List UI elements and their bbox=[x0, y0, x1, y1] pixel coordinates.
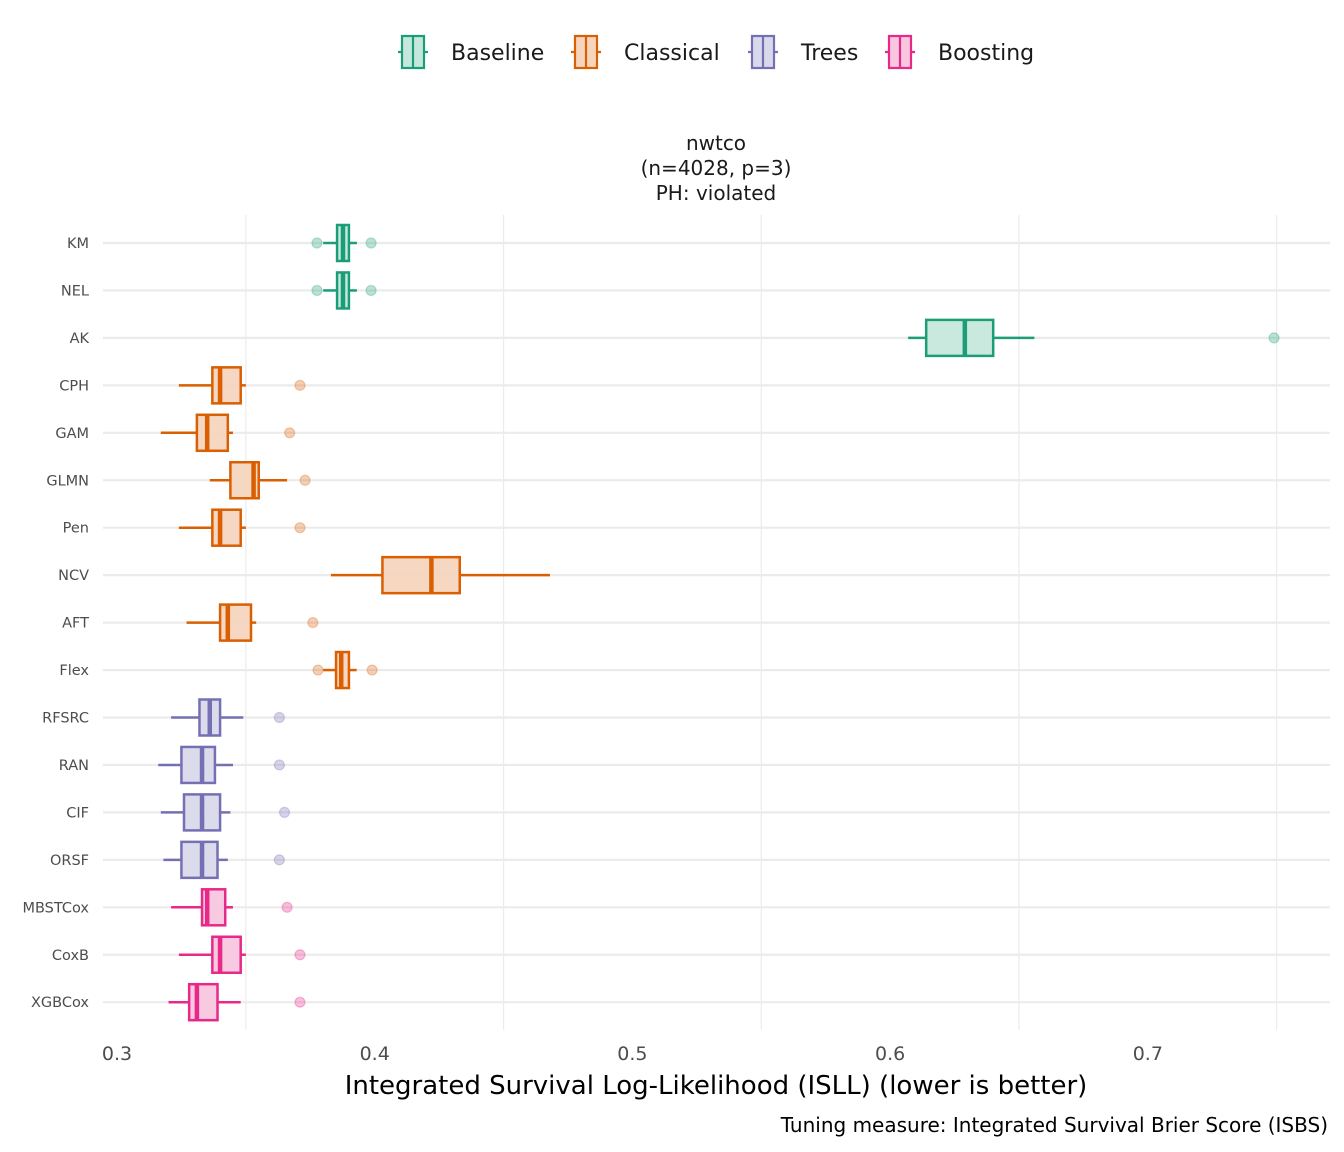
y-tick-label: GAM bbox=[55, 426, 89, 442]
outlier-point bbox=[294, 949, 306, 961]
x-axis-title: Integrated Survival Log-Likelihood (ISLL… bbox=[345, 1071, 1088, 1101]
legend-item-trees: Trees bbox=[748, 34, 858, 70]
box-iqr bbox=[195, 413, 230, 453]
outlier-point bbox=[281, 901, 293, 913]
y-tick-label: RFSRC bbox=[42, 711, 89, 727]
box-orsf bbox=[163, 840, 285, 880]
outlier-point bbox=[294, 996, 306, 1008]
x-tick-label: 0.3 bbox=[102, 1043, 132, 1065]
outlier-point bbox=[278, 806, 291, 819]
outlier-point bbox=[299, 474, 311, 486]
caption: Tuning measure: Integrated Survival Brie… bbox=[780, 1113, 1328, 1137]
box-coxb bbox=[178, 935, 306, 974]
box-flex bbox=[312, 650, 378, 690]
x-axis-labels: 0.3 0.4 0.5 0.6 0.7 bbox=[102, 1043, 1163, 1065]
box-iqr bbox=[218, 603, 253, 642]
box-ak bbox=[908, 318, 1280, 358]
box-cph bbox=[178, 366, 306, 405]
y-tick-label: ORSF bbox=[50, 853, 89, 869]
y-tick-label: RAN bbox=[59, 758, 89, 774]
y-tick-label: GLMN bbox=[46, 473, 89, 489]
box-xgbcox bbox=[168, 982, 306, 1022]
grid-lines bbox=[103, 215, 1330, 1030]
outlier-point bbox=[284, 427, 296, 439]
x-tick-label: 0.7 bbox=[1133, 1043, 1163, 1065]
box-rfsrc bbox=[171, 698, 285, 737]
facet-title-line-3: PH: violated bbox=[656, 181, 776, 205]
legend-label: Baseline bbox=[451, 41, 544, 66]
box-cif bbox=[160, 793, 291, 832]
outlier-point bbox=[1268, 332, 1280, 344]
box-iqr bbox=[211, 935, 242, 974]
outlier-point bbox=[294, 379, 306, 391]
y-tick-label: CPH bbox=[59, 378, 89, 394]
box-aft bbox=[186, 603, 319, 642]
outlier-point bbox=[273, 711, 285, 724]
box-iqr bbox=[180, 745, 217, 785]
outlier-point bbox=[294, 522, 306, 534]
box-glmn bbox=[209, 461, 311, 500]
box-km bbox=[311, 223, 377, 263]
y-tick-label: AK bbox=[70, 331, 90, 347]
y-tick-label: CIF bbox=[66, 805, 89, 821]
facet-title-line-2: (n=4028, p=3) bbox=[641, 156, 792, 180]
box-ncv bbox=[330, 555, 550, 595]
boxes bbox=[158, 223, 1280, 1022]
y-tick-label: XGBCox bbox=[31, 995, 89, 1011]
y-axis-labels: KM NEL AK CPH GAM GLMN Pen NCV AFT Flex RFSRC RAN CI… bbox=[22, 236, 89, 1011]
y-tick-label: KM bbox=[67, 236, 89, 252]
y-tick-label: Pen bbox=[63, 521, 89, 537]
box-ran bbox=[158, 745, 285, 785]
y-tick-label: NCV bbox=[58, 568, 89, 584]
legend-item-boosting: Boosting bbox=[885, 34, 1034, 70]
legend: Baseline Classical Trees Boosting bbox=[398, 34, 1034, 70]
outlier-point bbox=[273, 854, 285, 866]
y-tick-label: Flex bbox=[59, 663, 89, 679]
legend-item-baseline: Baseline bbox=[398, 34, 544, 70]
x-tick-label: 0.4 bbox=[360, 1043, 390, 1065]
box-iqr bbox=[924, 318, 995, 358]
box-iqr bbox=[381, 555, 461, 595]
legend-label: Trees bbox=[800, 41, 858, 66]
box-pen bbox=[178, 508, 306, 547]
box-iqr bbox=[180, 840, 219, 880]
outlier-point bbox=[312, 664, 324, 676]
x-tick-label: 0.6 bbox=[875, 1043, 905, 1065]
facet-title: nwtco (n=4028, p=3) PH: violated bbox=[641, 131, 792, 205]
outlier-point bbox=[365, 237, 377, 249]
outlier-point bbox=[366, 664, 378, 676]
y-tick-label: AFT bbox=[62, 616, 89, 632]
x-tick-label: 0.5 bbox=[617, 1043, 647, 1065]
outlier-point bbox=[311, 237, 323, 249]
box-iqr bbox=[211, 366, 242, 405]
legend-label: Classical bbox=[624, 41, 720, 66]
box-nel bbox=[311, 271, 377, 310]
outlier-point bbox=[365, 284, 377, 297]
legend-label: Boosting bbox=[938, 41, 1034, 66]
legend-item-classical: Classical bbox=[571, 34, 720, 70]
y-tick-label: NEL bbox=[61, 283, 89, 299]
box-gam bbox=[160, 413, 296, 453]
y-tick-label: CoxB bbox=[52, 948, 89, 964]
facet-title-line-1: nwtco bbox=[686, 131, 746, 155]
outlier-point bbox=[307, 616, 319, 629]
outlier-point bbox=[273, 759, 285, 771]
box-iqr bbox=[187, 982, 219, 1022]
outlier-point bbox=[311, 284, 323, 297]
y-tick-label: MBSTCox bbox=[22, 900, 89, 916]
box-mbstcox bbox=[171, 888, 293, 927]
box-iqr bbox=[211, 508, 242, 547]
